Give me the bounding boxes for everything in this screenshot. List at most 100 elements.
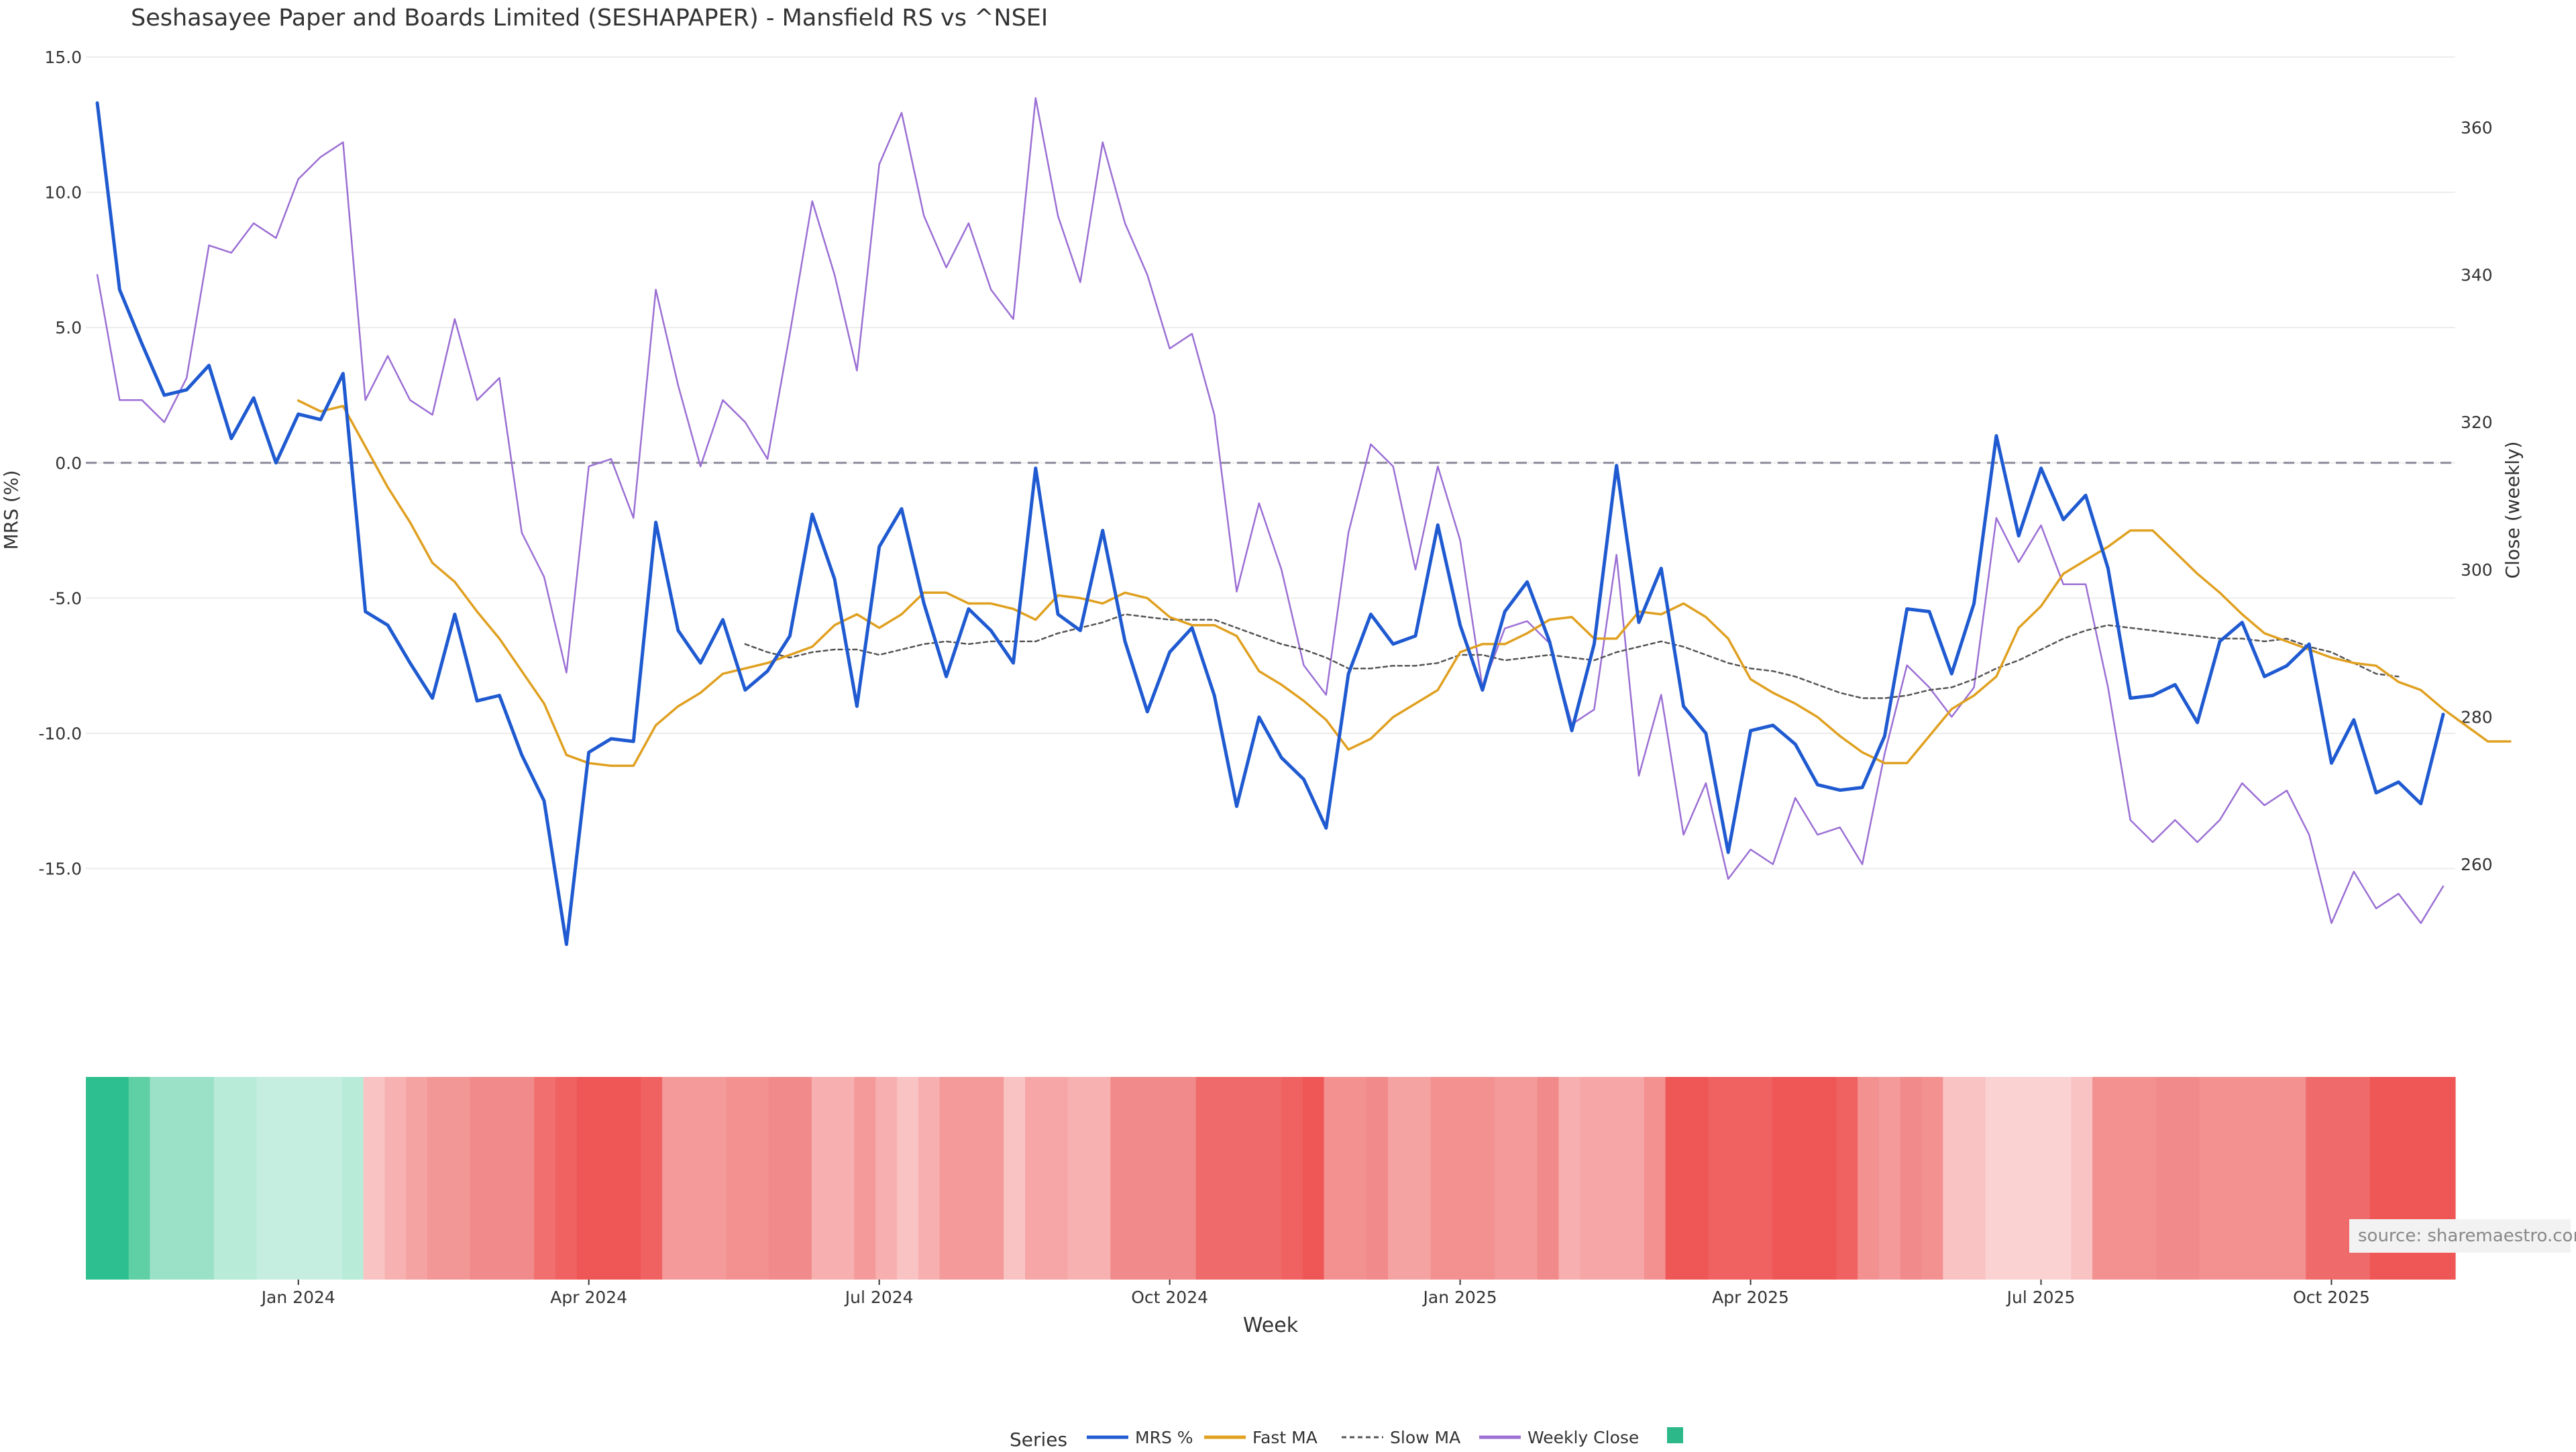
series-line-slow-ma <box>744 613 2400 699</box>
heatmap-cell <box>598 1077 621 1280</box>
heatmap-cell <box>1195 1077 1218 1280</box>
heatmap-cell <box>2306 1077 2328 1280</box>
heatmap-cell <box>1281 1077 1303 1280</box>
heatmap-cell <box>2263 1077 2286 1280</box>
heatmap-cell <box>833 1077 855 1280</box>
heatmap-cell <box>1558 1077 1580 1280</box>
series-line-fast-ma <box>297 399 2512 768</box>
right-axis-label: Close (weekly) <box>2502 442 2524 579</box>
heatmap-cell <box>619 1077 641 1280</box>
x-tick-label: Apr 2024 <box>550 1288 627 1307</box>
x-axis: Jan 2024 Apr 2024 Jul 2024 Oct 2024 Jan 2025… <box>260 1280 2370 1307</box>
heatmap-cell <box>1686 1077 1709 1280</box>
heatmap-cell <box>1004 1077 1026 1280</box>
series-line-mrs <box>95 101 2445 946</box>
heatmap-cell <box>683 1077 706 1280</box>
legend-label: Weekly Close <box>1527 1428 1639 1447</box>
heatmap-cell <box>1495 1077 1517 1280</box>
heatmap-cell <box>86 1077 108 1280</box>
heatmap-cell <box>235 1077 258 1280</box>
x-tick-label: Jan 2024 <box>260 1288 335 1307</box>
heatmap-cell <box>2028 1077 2051 1280</box>
heatmap-cell <box>1302 1077 1325 1280</box>
heatmap-cell <box>193 1077 215 1280</box>
chart-title: Seshasayee Paper and Boards Limited (SES… <box>131 5 1048 32</box>
heatmap-cell <box>1089 1077 1111 1280</box>
heatmap-cell <box>1324 1077 1346 1280</box>
heatmap-cell <box>1260 1077 1282 1280</box>
heatmap-cell <box>406 1077 428 1280</box>
x-tick-label: Oct 2024 <box>1131 1288 1208 1307</box>
heatmap-cell <box>854 1077 876 1280</box>
left-y-tick-label: 15.0 <box>44 48 82 67</box>
heatmap-cell <box>2327 1077 2349 1280</box>
heatmap-cell <box>1665 1077 1688 1280</box>
heatmap-cell <box>1537 1077 1560 1280</box>
heatmap-cell <box>662 1077 684 1280</box>
left-y-tick-label: -10.0 <box>38 724 82 743</box>
heatmap-cell <box>790 1077 812 1280</box>
left-y-tick-label: 5.0 <box>55 318 82 338</box>
heatmap-cell <box>918 1077 941 1280</box>
heatmap-cell <box>1515 1077 1538 1280</box>
heatmap-cell <box>726 1077 749 1280</box>
legend-swatch <box>1667 1427 1683 1443</box>
rs-heatmap-strip <box>86 1077 2456 1280</box>
heatmap-cell <box>1793 1077 1816 1280</box>
legend-label: Slow MA <box>1390 1428 1460 1447</box>
left-y-tick-label: -15.0 <box>38 860 82 879</box>
heatmap-cell <box>1409 1077 1432 1280</box>
heatmap-cell <box>427 1077 449 1280</box>
heatmap-cell <box>213 1077 236 1280</box>
heatmap-cell <box>150 1077 172 1280</box>
heatmap-cell <box>1238 1077 1260 1280</box>
heatmap-cell <box>534 1077 556 1280</box>
heatmap-cell <box>2006 1077 2029 1280</box>
heatmap-cell <box>1217 1077 1239 1280</box>
right-y-tick-label: 280 <box>2461 707 2493 727</box>
heatmap-cell <box>278 1077 300 1280</box>
heatmap-cell <box>1152 1077 1175 1280</box>
heatmap-cell <box>384 1077 407 1280</box>
left-axis-label: MRS (%) <box>0 470 22 550</box>
heatmap-cell <box>939 1077 962 1280</box>
heatmap-cell <box>1623 1077 1645 1280</box>
heatmap-cell <box>1366 1077 1389 1280</box>
heatmap-cell <box>1132 1077 1154 1280</box>
heatmap-cell <box>961 1077 983 1280</box>
heatmap-cell <box>1858 1077 1880 1280</box>
heatmap-cell <box>1388 1077 1410 1280</box>
x-tick-label: Jul 2024 <box>844 1288 914 1307</box>
heatmap-cell <box>875 1077 898 1280</box>
right-y-tick-label: 340 <box>2461 266 2493 285</box>
heatmap-cell <box>107 1077 129 1280</box>
heatmap-cell <box>1878 1077 1901 1280</box>
heatmap-cell <box>1580 1077 1602 1280</box>
heatmap-cell <box>341 1077 364 1280</box>
heatmap-cell <box>1067 1077 1090 1280</box>
right-y-tick-label: 300 <box>2461 560 2493 580</box>
heatmap-cell <box>321 1077 343 1280</box>
heatmap-cell <box>897 1077 919 1280</box>
heatmap-cell <box>1815 1077 1837 1280</box>
heatmap-cell <box>2199 1077 2221 1280</box>
heatmap-cell <box>1772 1077 1794 1280</box>
heatmap-cell <box>2071 1077 2093 1280</box>
source-note: source: sharemaestro.com <box>2349 1219 2576 1253</box>
heatmap-cell <box>171 1077 193 1280</box>
heatmap-cell <box>128 1077 151 1280</box>
source-note-background <box>2349 1219 2571 1253</box>
heatmap-cell <box>1601 1077 1623 1280</box>
legend-label: Fast MA <box>1252 1428 1318 1447</box>
heatmap-cell <box>2284 1077 2306 1280</box>
heatmap-cell <box>1025 1077 1047 1280</box>
heatmap-cell <box>2220 1077 2243 1280</box>
heatmap-cell <box>513 1077 535 1280</box>
heatmap-cell <box>1729 1077 1752 1280</box>
heatmap-cell <box>747 1077 769 1280</box>
x-tick-label: Jan 2025 <box>1422 1288 1497 1307</box>
heatmap-cell <box>1110 1077 1132 1280</box>
heatmap-cell <box>491 1077 513 1280</box>
x-tick-label: Oct 2025 <box>2293 1288 2370 1307</box>
